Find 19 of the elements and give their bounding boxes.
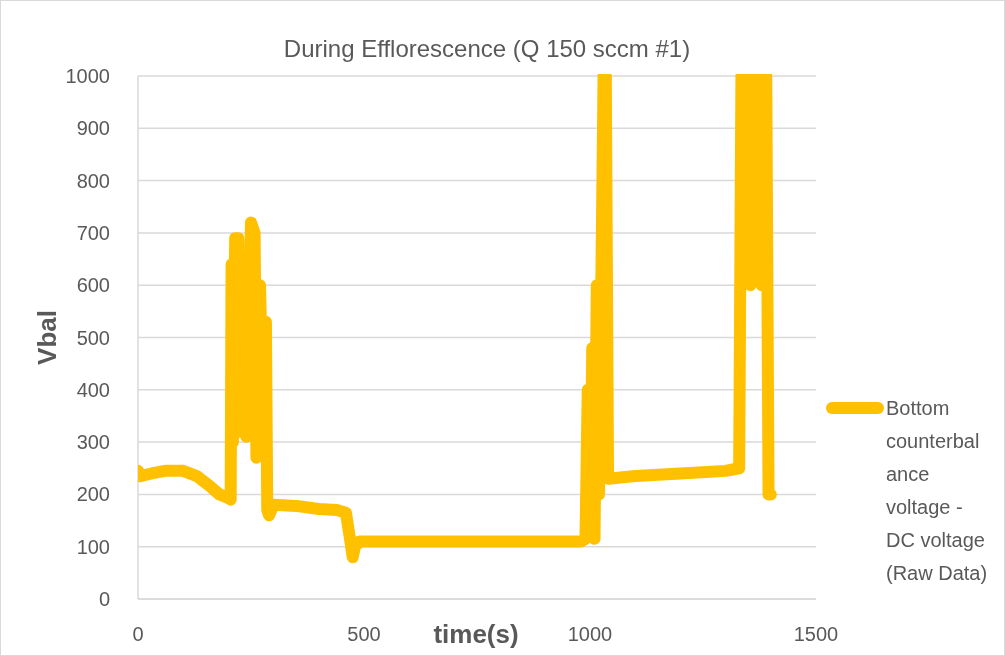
y-tick-label: 300 <box>76 431 110 454</box>
y-tick-label: 500 <box>76 326 110 349</box>
y-axis-title: Vbal <box>32 310 62 365</box>
x-axis-title: time(s) <box>433 619 519 649</box>
y-tick-label: 0 <box>98 588 110 610</box>
x-tick-label: 500 <box>347 623 381 645</box>
y-tick-label: 100 <box>76 535 110 558</box>
x-tick-label: 1500 <box>793 623 839 645</box>
y-tick-label: 200 <box>76 483 110 506</box>
y-tick-label: 800 <box>76 169 110 192</box>
y-tick-label: 700 <box>76 221 110 244</box>
y-tick-label: 1000 <box>65 65 110 87</box>
y-tick-label: 900 <box>76 117 110 140</box>
chart-title: During Efflorescence (Q 150 sccm #1) <box>283 35 691 62</box>
x-tick-label: 0 <box>132 623 144 645</box>
legend-label: Bottom counterbalance voltage - DC voltage (Raw Data) <box>886 397 988 584</box>
y-tick-label: 600 <box>76 274 110 297</box>
y-tick-label: 400 <box>76 378 110 401</box>
x-tick-label: 1000 <box>567 623 613 645</box>
